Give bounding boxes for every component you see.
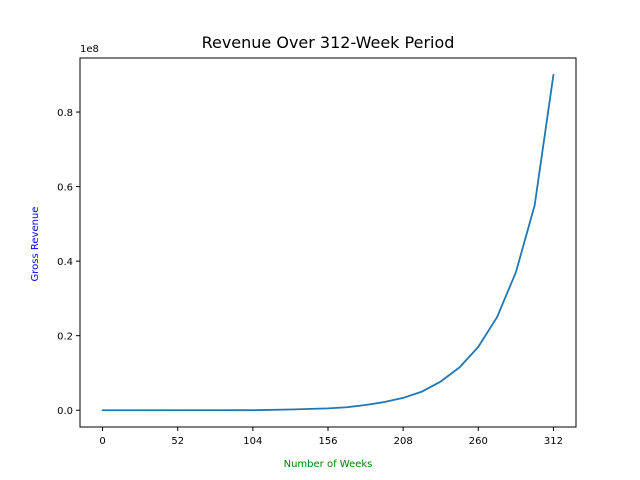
plot-area [79, 57, 577, 428]
axis-ticks: 0 52 104 156 208 260 312 0.0 0.2 0.4 0.6 0.8 [57, 108, 563, 447]
y-tick-label: 0.0 [57, 406, 73, 417]
y-tick-label: 0.6 [57, 183, 73, 194]
axes-frame [79, 57, 577, 428]
x-tick-label: 312 [544, 436, 563, 447]
y-axis-label: Gross Revenue [30, 207, 41, 282]
x-tick-label: 156 [318, 436, 337, 447]
x-tick-label: 260 [469, 436, 488, 447]
y-offset-label: 1e8 [80, 44, 99, 55]
chart-title: Revenue Over 312-Week Period [202, 33, 455, 52]
x-tick-label: 0 [99, 436, 105, 447]
y-tick-label: 0.4 [57, 257, 73, 268]
x-tick-label: 208 [394, 436, 413, 447]
y-tick-label: 0.8 [57, 108, 73, 119]
x-tick-label: 104 [243, 436, 262, 447]
series-group [101, 73, 555, 412]
series-line [101, 73, 555, 412]
x-tick-label: 52 [171, 436, 184, 447]
x-axis-label: Number of Weeks [284, 459, 373, 470]
y-tick-label: 0.2 [57, 332, 73, 343]
